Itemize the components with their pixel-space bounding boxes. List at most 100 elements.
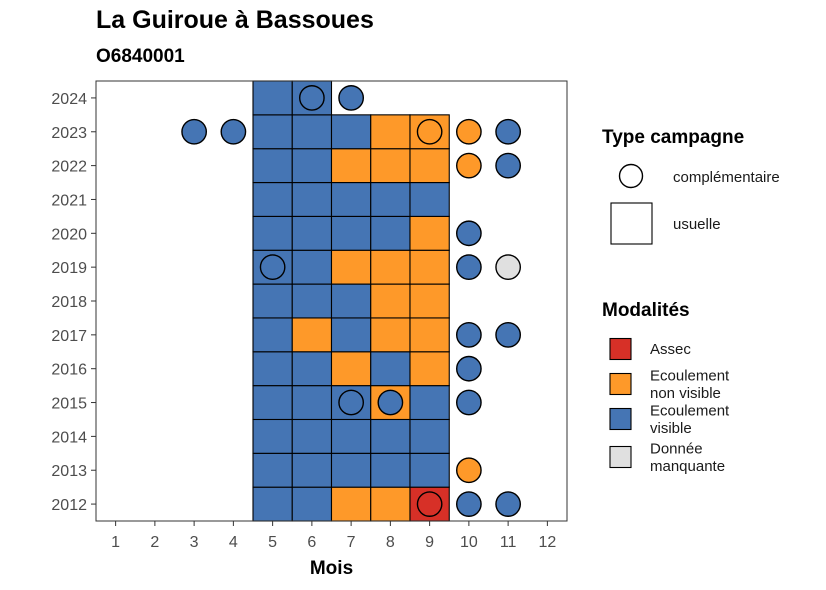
tile-2021-8	[370, 181, 411, 217]
axes: 2012 2013 2014 2015 2016 2017 2018 2019 2020 2021…	[51, 80, 568, 579]
point-2016-10	[456, 355, 482, 382]
legend-label-complementaire: complémentaire	[673, 169, 780, 186]
tile-2013-6	[291, 452, 333, 488]
tile-2015-6	[291, 385, 333, 421]
tile-2015-9	[409, 385, 450, 421]
tile-2023-7	[330, 114, 372, 150]
chart-title: La Guiroue à Bassoues	[96, 6, 374, 34]
legend-key-complementaire	[618, 163, 644, 189]
x-tick-label-5: 5	[268, 534, 277, 551]
x-tick-label-3: 3	[190, 534, 199, 551]
y-tick-label-2015: 2015	[51, 396, 87, 413]
legend-label-ecoulement-non-visible: Ecoulement non visible	[650, 367, 730, 402]
tile-2016-9	[409, 351, 450, 387]
x-tick-label-9: 9	[425, 534, 434, 551]
x-tick-label-8: 8	[386, 534, 395, 551]
tile-2021-6	[291, 181, 333, 217]
x-tick-label-1: 1	[111, 534, 120, 551]
point-2012-9	[416, 491, 443, 517]
legend-label-usuelle: usuelle	[673, 216, 721, 233]
y-tick-label-2014: 2014	[51, 429, 87, 446]
tile-2020-9	[409, 215, 450, 251]
tile-2017-7	[330, 317, 372, 353]
legend-key-usuelle	[610, 202, 653, 245]
tile-2022-8	[370, 148, 411, 184]
point-2017-11	[495, 321, 522, 348]
tile-2014-7	[330, 418, 372, 454]
tile-2020-5	[252, 215, 293, 251]
tile-2023-8	[370, 114, 411, 150]
tile-2016-7	[330, 351, 372, 387]
y-tick-label-2016: 2016	[51, 362, 87, 379]
complementaire-points	[181, 85, 522, 517]
tile-2020-8	[370, 215, 411, 251]
tile-2023-6	[291, 114, 333, 150]
y-tick-label-2018: 2018	[51, 294, 87, 311]
tile-2018-6	[291, 283, 333, 319]
y-tick-label-2020: 2020	[51, 226, 87, 243]
y-tick-label-2021: 2021	[51, 192, 87, 209]
tile-2022-9	[409, 148, 450, 184]
y-tick-label-2023: 2023	[51, 125, 87, 142]
tile-2022-6	[291, 148, 333, 184]
tile-2022-7	[330, 148, 372, 184]
tile-2019-8	[370, 249, 411, 285]
legend-label-line: Assec	[650, 341, 691, 358]
point-2023-11	[495, 118, 522, 145]
legend-label-line: manquante	[650, 458, 725, 475]
tile-2013-7	[330, 452, 372, 488]
tile-2017-6	[291, 317, 333, 353]
legend-label-line: non visible	[650, 385, 721, 402]
point-2019-5	[259, 254, 286, 281]
x-tick-label-2: 2	[150, 534, 159, 551]
tile-2016-8	[370, 351, 411, 387]
point-2022-11	[495, 152, 522, 179]
legend-label-line: Donnée	[650, 440, 703, 457]
legend-label-ecoulement-visible: Ecoulement visible	[650, 402, 730, 437]
tile-2012-5	[252, 486, 293, 522]
x-axis-title: Mois	[310, 558, 353, 579]
tile-2018-8	[370, 283, 411, 319]
x-tick-label-6: 6	[307, 534, 316, 551]
point-2023-9	[416, 118, 443, 145]
legend-label-assec: Assec	[650, 341, 691, 358]
y-tick-label-2012: 2012	[51, 497, 87, 514]
chart-subtitle: O6840001	[96, 46, 185, 67]
legend-fill-title: Modalités	[602, 300, 690, 321]
point-2012-11	[495, 491, 522, 517]
legend-label-line: Ecoulement	[650, 367, 730, 384]
point-2013-10	[456, 457, 482, 484]
tile-2019-9	[409, 249, 450, 285]
tile-2019-7	[330, 249, 372, 285]
tile-2014-9	[409, 418, 450, 454]
tile-2021-9	[409, 181, 450, 217]
legend-label-line: visible	[650, 420, 692, 437]
tile-2014-8	[370, 418, 411, 454]
point-2024-7	[338, 85, 365, 111]
tile-2021-5	[252, 181, 293, 217]
tile-2017-9	[409, 317, 450, 353]
y-tick-label-2019: 2019	[51, 260, 87, 277]
tile-2021-7	[330, 181, 372, 217]
x-tick-label-12: 12	[538, 534, 556, 551]
tile-2022-5	[252, 148, 293, 184]
point-2015-7	[338, 389, 365, 416]
tile-2018-7	[330, 283, 372, 319]
point-2023-4	[220, 118, 247, 145]
point-2022-10	[456, 152, 482, 179]
tile-2012-6	[291, 486, 333, 522]
legend-label-line: Ecoulement	[650, 402, 730, 419]
tile-2018-9	[409, 283, 450, 319]
tile-2017-8	[370, 317, 411, 353]
x-tick-label-11: 11	[500, 534, 517, 551]
point-2012-10	[456, 491, 482, 517]
x-tick-label-10: 10	[460, 534, 478, 551]
tile-2014-5	[252, 418, 293, 454]
y-tick-label-2017: 2017	[51, 328, 87, 345]
y-tick-label-2024: 2024	[51, 91, 87, 108]
tile-2024-5	[252, 80, 293, 116]
tile-2014-6	[291, 418, 333, 454]
legend-key-ecoulement-visible	[609, 407, 632, 431]
tile-2013-5	[252, 452, 293, 488]
x-tick-label-4: 4	[229, 534, 238, 551]
